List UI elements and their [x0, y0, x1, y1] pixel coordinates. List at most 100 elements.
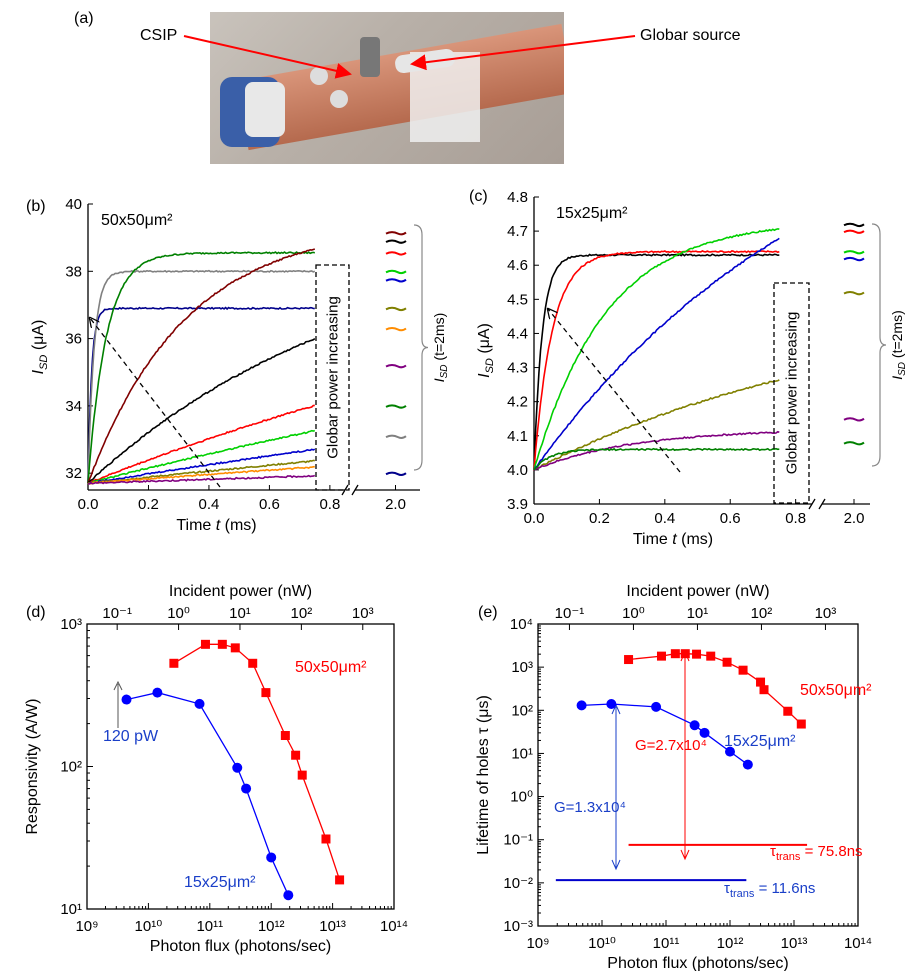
x-tick-label: 10¹²	[717, 935, 744, 952]
series-line	[533, 249, 780, 471]
top-tick-label: 10⁰	[167, 605, 190, 622]
end-value-marker	[385, 239, 407, 244]
series-line	[87, 306, 315, 483]
end-value-marker	[843, 256, 865, 262]
end-value-marker	[843, 229, 865, 234]
x-tick-label: 0.2	[138, 496, 159, 513]
x-tick-label: 10¹⁴	[844, 935, 872, 952]
series-line	[87, 465, 315, 485]
data-point-circle	[121, 694, 132, 705]
annotation-box	[315, 264, 350, 491]
data-point-circle	[152, 687, 163, 698]
panel-c-letter: (c)	[469, 188, 488, 205]
x-tick-label: 10⁹	[75, 918, 98, 935]
y-axis-label: Responsivity (A/W)	[24, 698, 41, 834]
end-value-marker	[843, 250, 865, 255]
axis-break-mark	[808, 498, 816, 510]
end-value-marker	[843, 417, 865, 422]
y-tick-label: 10⁻³	[503, 918, 533, 935]
top-tick-label: 10³	[815, 605, 837, 622]
y-tick-label: 10⁰	[510, 789, 533, 806]
x-axis-label: Photon flux (photons/sec)	[150, 938, 331, 955]
data-point-circle	[742, 759, 753, 770]
series-line	[533, 253, 780, 470]
series-line	[87, 269, 316, 484]
x-tick-label: 0.6	[259, 496, 280, 513]
g-label-blue: G=1.3x10⁴	[554, 799, 626, 816]
annotation-text: Globar power increasing	[784, 312, 801, 475]
data-point-square	[722, 657, 732, 667]
y-tick-label: 10⁻²	[503, 875, 533, 892]
data-point-square	[692, 649, 702, 659]
data-point-square	[680, 649, 690, 659]
top-tick-label: 10⁻¹	[102, 605, 132, 622]
series-line	[87, 337, 316, 484]
data-point-square	[759, 685, 769, 695]
end-value-marker	[385, 434, 407, 439]
device-label: 15x25μm²	[556, 205, 628, 222]
data-point-square	[230, 643, 240, 653]
y-tick-label: 10⁻¹	[503, 832, 533, 849]
series-label-50x50: 50x50μm²	[295, 659, 367, 676]
series-line	[533, 430, 780, 472]
x-axis-label: Time t (ms)	[633, 531, 713, 548]
top-axis-label: Incident power (nW)	[169, 583, 312, 600]
series-label-15x25: 15x25μm²	[184, 874, 256, 891]
top-tick-label: 10³	[352, 605, 374, 622]
device-photo	[210, 12, 564, 164]
data-point-square	[200, 639, 210, 649]
y-tick-label: 10²	[511, 702, 533, 719]
y-tick-label: 4.8	[507, 189, 528, 206]
end-value-marker	[385, 404, 407, 409]
panel-a-letter: (a)	[74, 10, 94, 27]
y-tick-label: 4.3	[507, 360, 528, 377]
x-tick-label: 10⁹	[526, 935, 549, 952]
series-line	[87, 248, 316, 484]
annotation-120pw: 120 pW	[103, 728, 159, 745]
g-label-red: G=2.7x10⁴	[635, 737, 707, 754]
globar-label: Globar source	[640, 27, 741, 44]
x-tick-label: 10¹¹	[196, 918, 223, 935]
end-value-marker	[385, 278, 407, 283]
series-line	[87, 429, 316, 485]
series-line	[533, 379, 780, 471]
data-point-square	[169, 658, 179, 668]
data-point-square	[335, 875, 345, 885]
end-value-marker	[385, 364, 407, 369]
data-point-square	[261, 688, 271, 698]
series-line	[87, 448, 316, 485]
data-point-square	[321, 834, 331, 844]
end-value-marker	[385, 269, 407, 275]
x-tick-label: 0.6	[720, 510, 741, 527]
end-value-marker	[385, 471, 407, 476]
y-tick-label: 10²	[60, 759, 82, 776]
data-point-circle	[725, 746, 735, 757]
series-line	[533, 237, 780, 471]
series-label-50x50: 50x50μm²	[800, 682, 872, 699]
data-point-circle	[689, 720, 700, 731]
x-tick-label: 0.0	[78, 496, 99, 513]
brace	[871, 223, 887, 467]
data-point-square	[624, 655, 634, 665]
end-value-marker	[385, 231, 407, 236]
y-tick-label: 10⁴	[510, 616, 533, 633]
axis-break-mark	[351, 484, 359, 496]
end-value-marker	[385, 251, 407, 256]
series-line	[87, 251, 316, 484]
y-tick-label: 4.1	[507, 428, 528, 445]
y-axis-label: ISD (μA)	[476, 323, 496, 378]
annotation-arrowhead	[113, 680, 123, 691]
y-tick-label: 4.7	[507, 223, 528, 240]
y-tick-label: 40	[65, 196, 82, 213]
end-value-label: ISD (t=2ms)	[889, 310, 908, 380]
annotation-text: Globar power increasing	[325, 296, 342, 459]
data-point-square	[280, 731, 290, 741]
data-point-square	[248, 658, 258, 668]
data-point-square	[656, 651, 666, 661]
data-point-circle	[576, 700, 587, 711]
g-arrowhead-red	[680, 849, 690, 861]
x-tick-label: 0.8	[319, 496, 340, 513]
